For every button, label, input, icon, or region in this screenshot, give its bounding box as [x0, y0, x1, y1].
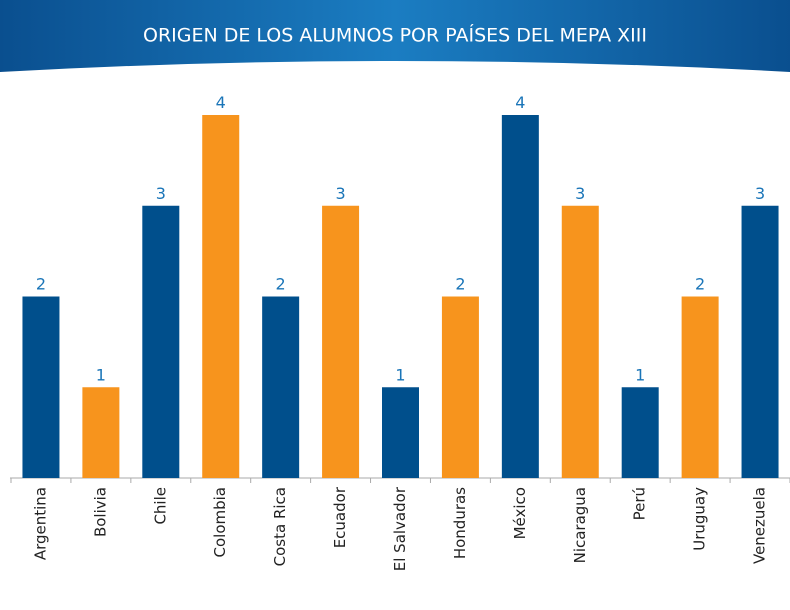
x-tick-label: El Salvador	[391, 486, 409, 571]
x-tick-label: Ecuador	[331, 486, 349, 548]
value-label: 3	[335, 184, 345, 203]
value-label: 2	[36, 275, 46, 294]
x-tick-label: Venezuela	[751, 487, 769, 564]
bar	[681, 296, 719, 478]
value-label: 2	[276, 275, 286, 294]
value-label: 1	[635, 365, 645, 384]
x-tick-label: Colombia	[211, 487, 229, 558]
x-tick-label: Argentina	[31, 487, 49, 560]
bar	[262, 296, 300, 478]
value-label: 1	[96, 365, 106, 384]
value-label: 3	[755, 184, 765, 203]
x-tick-label: Chile	[151, 487, 169, 525]
bar	[382, 387, 419, 478]
value-label: 1	[395, 365, 405, 384]
bar	[202, 115, 240, 478]
bar	[82, 387, 120, 478]
x-tick-label: Honduras	[451, 487, 469, 559]
value-label: 3	[575, 184, 585, 203]
bar	[741, 205, 779, 478]
chart-title: ORIGEN DE LOS ALUMNOS POR PAÍSES DEL MEP…	[143, 24, 647, 47]
bar	[441, 296, 479, 478]
value-label: 2	[695, 275, 705, 294]
bar	[621, 387, 659, 478]
value-label: 4	[515, 93, 525, 112]
title-banner	[0, 0, 790, 72]
bar	[501, 115, 539, 478]
x-tick-label: Nicaragua	[571, 487, 589, 563]
bar	[561, 205, 599, 478]
bar	[22, 296, 60, 478]
value-label: 4	[216, 93, 226, 112]
value-label: 3	[156, 184, 166, 203]
x-tick-label: Bolivia	[91, 487, 109, 537]
value-label: 2	[455, 275, 465, 294]
bar	[322, 205, 360, 478]
x-tick-label: Uruguay	[691, 487, 709, 551]
x-tick-label: Costa Rica	[271, 487, 289, 566]
bar	[142, 205, 180, 478]
x-tick-label: México	[511, 487, 529, 539]
x-tick-label: Perú	[631, 487, 649, 520]
